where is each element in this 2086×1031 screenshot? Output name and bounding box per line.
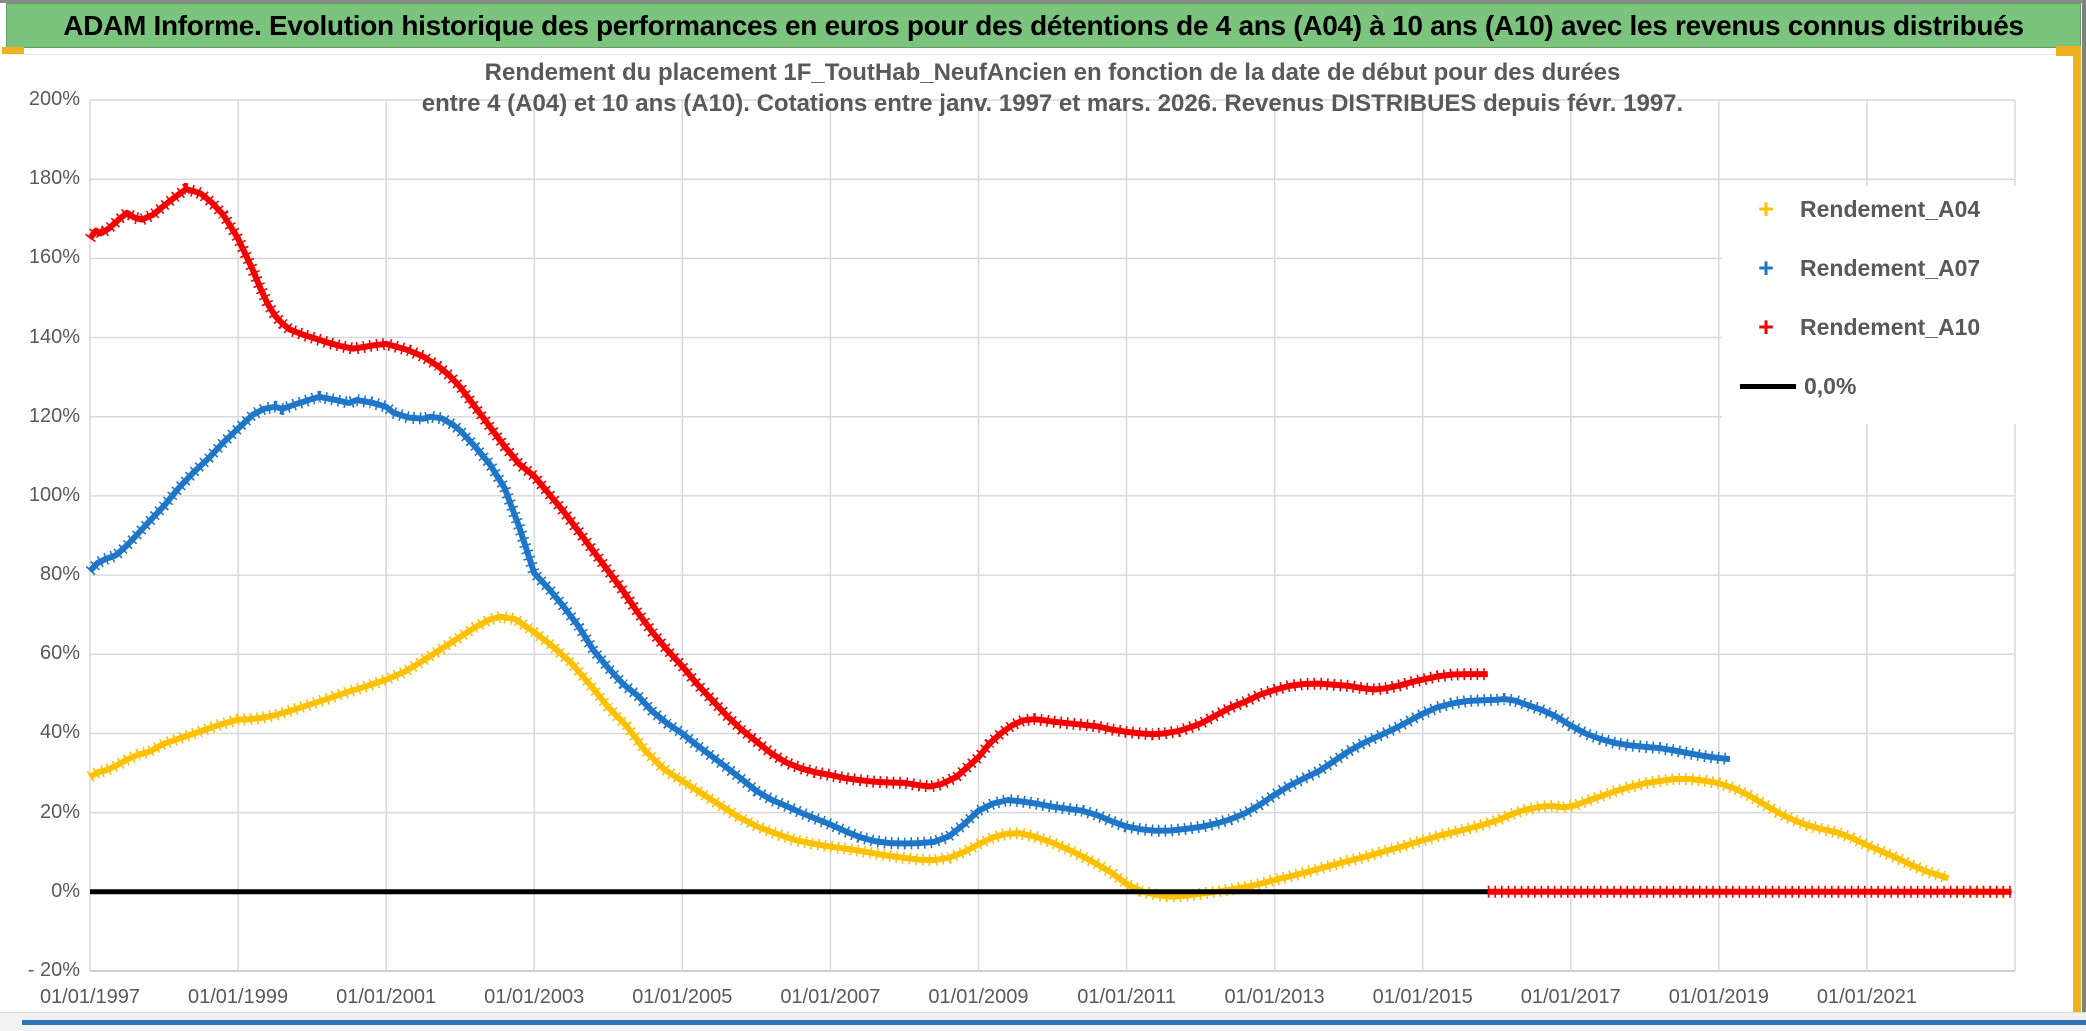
series-a04-markers xyxy=(86,610,1951,903)
series-a07-line xyxy=(87,393,1731,847)
y-axis-label: 60% xyxy=(39,642,80,665)
series-a10-line xyxy=(87,186,1488,790)
y-axis-label: 20% xyxy=(39,800,80,823)
y-axis-label: 200% xyxy=(28,88,80,110)
chart-title: Rendement du placement 1F_ToutHab_NeufAn… xyxy=(90,57,2015,119)
chart-legend: + Rendement_A04 + Rendement_A07 + Rendement_A… xyxy=(1740,180,1980,416)
series-a10 xyxy=(85,182,2012,898)
x-axis-label: 01/01/2019 xyxy=(1668,986,1769,1008)
series-a07 xyxy=(85,390,1731,850)
x-axis-label: 01/01/2003 xyxy=(484,986,585,1008)
line-sample-icon xyxy=(1740,384,1796,389)
x-axis-label: 01/01/2007 xyxy=(780,986,881,1008)
chart-title-line-2: entre 4 (A04) et 10 ans (A10). Cotations… xyxy=(421,90,1684,117)
banner-divider xyxy=(8,54,2074,55)
y-axis-label: 180% xyxy=(28,167,80,190)
y-axis-label: 140% xyxy=(28,325,80,348)
legend-label: 0,0% xyxy=(1804,373,1857,399)
x-axis-label: 01/01/2015 xyxy=(1372,986,1473,1008)
gold-frame-top-left xyxy=(2,47,24,54)
x-axis-label: 01/01/2021 xyxy=(1816,986,1917,1008)
window-top-edge xyxy=(0,0,2086,3)
gold-frame-right xyxy=(2073,50,2081,1012)
banner-title: ADAM Informe. Evolution historique des p… xyxy=(6,3,2081,48)
chart-title-line-1: Rendement du placement 1F_ToutHab_NeufAn… xyxy=(484,59,1621,86)
legend-label: Rendement_A04 xyxy=(1800,196,1981,222)
bottom-blue-line xyxy=(22,1020,2086,1025)
x-axis-label: 01/01/1999 xyxy=(188,986,289,1008)
gold-frame-top-right xyxy=(2056,46,2081,56)
series-a07-markers xyxy=(85,390,1731,850)
y-axis-label: 120% xyxy=(28,404,80,427)
legend-label: Rendement_A07 xyxy=(1800,255,1981,281)
x-axis-label: 01/01/1997 xyxy=(39,986,141,1008)
plus-marker-icon: + xyxy=(1758,194,1774,224)
x-axis-label: 01/01/2001 xyxy=(336,986,437,1008)
y-axis-label: 160% xyxy=(28,246,80,269)
y-axis-label: - 20% xyxy=(27,959,80,981)
y-axis-label: 100% xyxy=(28,483,80,506)
y-axis-label: 40% xyxy=(39,721,80,744)
x-axis-label: 01/01/2005 xyxy=(632,986,733,1008)
x-axis-label: 01/01/2009 xyxy=(928,986,1029,1008)
window-right-edge xyxy=(2082,0,2086,1031)
y-axis-label: 0% xyxy=(51,879,80,902)
x-axis-label: 01/01/2017 xyxy=(1520,986,1621,1008)
plus-marker-icon: + xyxy=(1758,312,1774,342)
series-a04-line xyxy=(88,613,1950,900)
plus-marker-icon: + xyxy=(1758,253,1774,283)
legend-item-zero[interactable]: 0,0% xyxy=(1740,357,1980,416)
y-axis-label: 80% xyxy=(39,563,80,586)
series-a10-markers xyxy=(85,182,1488,793)
legend-item-a04[interactable]: + Rendement_A04 xyxy=(1740,180,1980,239)
legend-item-a10[interactable]: + Rendement_A10 xyxy=(1740,298,1980,357)
x-axis-label: 01/01/2013 xyxy=(1224,986,1325,1008)
legend-label: Rendement_A10 xyxy=(1800,314,1981,340)
legend-item-a07[interactable]: + Rendement_A07 xyxy=(1740,239,1980,298)
x-axis-label: 01/01/2011 xyxy=(1077,986,1176,1008)
